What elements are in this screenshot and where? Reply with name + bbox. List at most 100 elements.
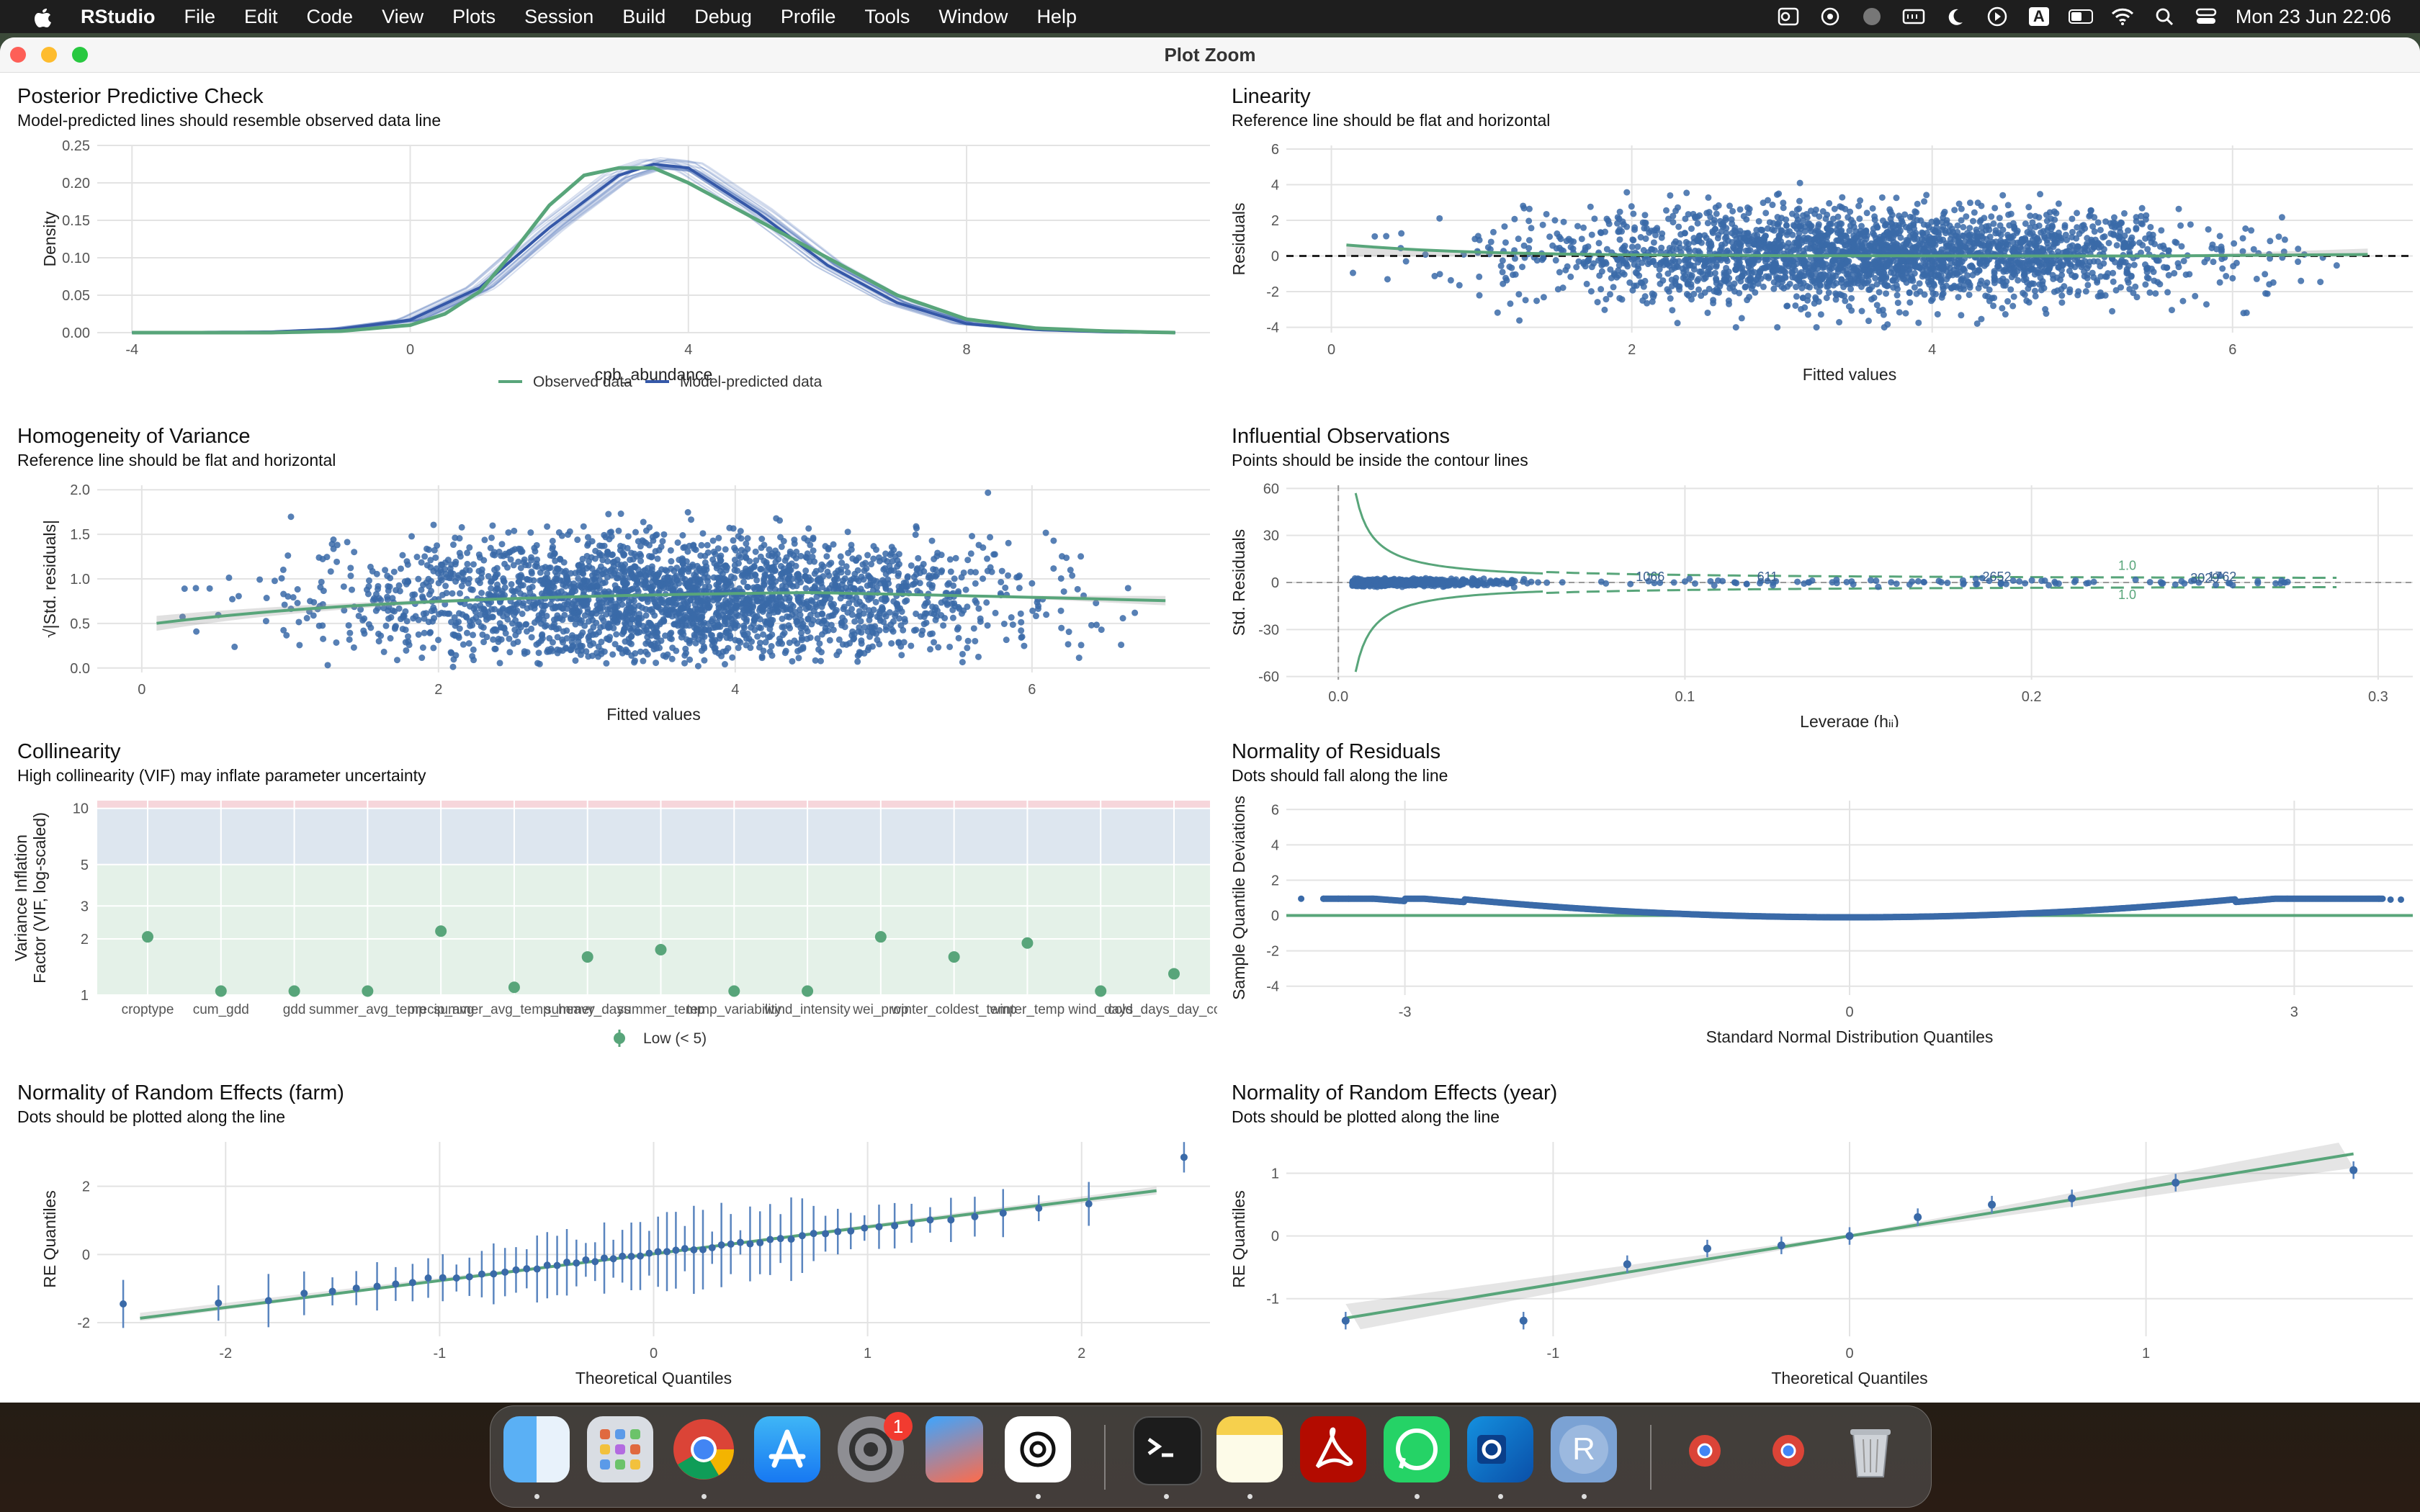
wifi-icon[interactable] <box>2110 6 2135 27</box>
residual-point <box>1990 302 1997 310</box>
residual-point <box>2219 265 2226 272</box>
menubar-clock[interactable]: Mon 23 Jun 22:06 <box>2235 5 2391 27</box>
residual-point <box>1578 235 1585 243</box>
std-residual-point <box>319 622 326 629</box>
residual-point <box>2037 191 2044 198</box>
residual-point <box>1837 279 1845 287</box>
residual-point <box>1704 220 1711 227</box>
residual-point <box>2081 225 2089 232</box>
std-residual-point <box>946 643 954 650</box>
std-residual-point <box>742 572 749 580</box>
std-residual-point <box>320 635 327 642</box>
panel-title: Linearity <box>1232 85 1311 108</box>
residual-point <box>2105 240 2112 247</box>
std-residual-point <box>954 626 961 633</box>
std-residual-point <box>731 544 738 552</box>
std-residual-point <box>831 577 838 584</box>
std-residual-point <box>884 558 891 565</box>
std-residual-point <box>345 622 352 629</box>
play-status-icon[interactable] <box>1985 6 2009 27</box>
menu-profile[interactable]: Profile <box>780 5 836 27</box>
std-residual-point <box>648 553 655 560</box>
moon-status-icon[interactable] <box>1943 6 1968 27</box>
window-close-button[interactable] <box>10 47 26 63</box>
residual-point <box>1489 228 1497 235</box>
residual-point <box>2112 287 2120 294</box>
window-minimize-button[interactable] <box>41 47 57 63</box>
std-residual-point <box>395 582 403 589</box>
std-residual-point <box>552 568 559 575</box>
residual-point <box>1876 236 1883 243</box>
menu-file[interactable]: File <box>184 5 215 27</box>
residual-point <box>1688 225 1695 233</box>
residual-point <box>1664 270 1672 277</box>
menu-code[interactable]: Code <box>306 5 354 27</box>
std-residual-point <box>922 600 929 607</box>
std-residual-point <box>442 582 449 590</box>
menu-session[interactable]: Session <box>524 5 594 27</box>
std-residual-point <box>724 564 731 571</box>
residual-point <box>1796 179 1803 186</box>
std-residual-point <box>757 624 764 631</box>
std-residual-point <box>913 525 920 532</box>
residual-point <box>2333 262 2340 269</box>
residual-point <box>2081 244 2089 251</box>
menu-edit[interactable]: Edit <box>244 5 278 27</box>
std-residual-point <box>949 614 956 621</box>
apple-menu-icon[interactable] <box>26 0 59 33</box>
std-residual-point <box>600 617 607 624</box>
residual-point <box>1816 288 1823 295</box>
residual-point <box>2216 279 2223 286</box>
residual-point <box>1995 246 2002 253</box>
std-residual-point <box>674 539 681 546</box>
menu-help[interactable]: Help <box>1036 5 1077 27</box>
menu-plots[interactable]: Plots <box>452 5 496 27</box>
residual-point <box>1844 258 1851 265</box>
residual-point <box>1856 215 1863 222</box>
std-residual-point <box>631 657 638 665</box>
residual-point <box>1954 260 1961 267</box>
outlook-status-icon[interactable] <box>1776 6 1801 27</box>
residual-point <box>1896 309 1903 316</box>
menu-view[interactable]: View <box>382 5 424 27</box>
window-maximize-button[interactable] <box>72 47 88 63</box>
std-residual-point <box>959 659 966 666</box>
globe-status-icon[interactable] <box>1860 6 1884 27</box>
keyboard-status-icon[interactable] <box>1901 6 1926 27</box>
residual-point <box>2180 258 2187 265</box>
std-residual-point <box>918 564 925 571</box>
std-residual-point <box>279 566 287 573</box>
residual-point <box>1999 305 2006 312</box>
std-residual-point <box>677 609 684 616</box>
y-tick-label: 0.10 <box>62 251 90 266</box>
std-residual-point <box>472 608 479 616</box>
residual-point <box>1948 248 1955 255</box>
menu-debug[interactable]: Debug <box>694 5 752 27</box>
chatgpt-status-icon[interactable] <box>1818 6 1842 27</box>
menu-build[interactable]: Build <box>622 5 666 27</box>
x-axis-label: Fitted values <box>606 705 700 724</box>
std-residual-point <box>630 598 637 605</box>
search-icon[interactable] <box>2152 6 2177 27</box>
residual-point <box>1628 203 1635 210</box>
residual-point <box>1664 286 1671 293</box>
menu-window[interactable]: Window <box>938 5 1008 27</box>
std-residual-point <box>987 534 994 541</box>
menu-app-rstudio[interactable]: RStudio <box>81 5 156 27</box>
std-residual-point <box>950 582 957 589</box>
battery-icon[interactable] <box>2068 6 2093 27</box>
residual-point <box>2142 235 2149 242</box>
std-residual-point <box>606 606 614 613</box>
std-residual-point <box>642 527 650 534</box>
menu-tools[interactable]: Tools <box>864 5 910 27</box>
control-center-icon[interactable] <box>2194 6 2218 27</box>
residual-point <box>1714 287 1721 294</box>
std-residual-point <box>972 637 979 644</box>
residual-point <box>1575 258 1582 265</box>
residual-point <box>1865 272 1873 279</box>
residual-point <box>2142 281 2149 288</box>
residual-point <box>1804 292 1811 300</box>
std-residual-point <box>278 575 285 582</box>
residual-point <box>1825 272 1832 279</box>
input-source-icon[interactable]: A <box>2027 6 2051 27</box>
